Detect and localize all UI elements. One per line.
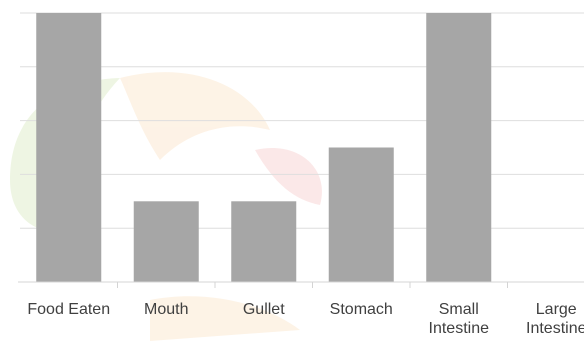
bar-stomach bbox=[328, 147, 394, 282]
x-tick-labels: Food Eaten Mouth Gullet Stomach Small Intesti… bbox=[27, 301, 584, 337]
x-tick-label-line: Intestine bbox=[526, 320, 584, 337]
bar-gullet bbox=[231, 201, 297, 282]
x-tick-label-line: Intestine bbox=[429, 320, 490, 337]
x-axis bbox=[18, 281, 584, 288]
x-tick-label-line: Stomach bbox=[330, 301, 393, 318]
gridlines bbox=[20, 12, 584, 283]
x-tick-label-line: Mouth bbox=[144, 301, 188, 318]
x-tick-label-line: Food Eaten bbox=[27, 301, 110, 318]
x-tick-label: Mouth bbox=[144, 301, 188, 318]
x-tick-label: Food Eaten bbox=[27, 301, 110, 318]
bar-small-intestine bbox=[426, 13, 492, 282]
x-tick-label-line: Gullet bbox=[243, 301, 285, 318]
bar-food-eaten bbox=[36, 13, 102, 282]
bars bbox=[36, 13, 492, 282]
x-tick-label-line: Large bbox=[536, 301, 577, 318]
x-tick-label: Gullet bbox=[243, 301, 285, 318]
x-tick-label: Small Intestine bbox=[429, 301, 490, 337]
x-tick-label: Stomach bbox=[330, 301, 393, 318]
x-tick-label: Large Intestine bbox=[526, 301, 584, 337]
x-tick-label-line: Small bbox=[439, 301, 479, 318]
bar-mouth bbox=[133, 201, 199, 282]
